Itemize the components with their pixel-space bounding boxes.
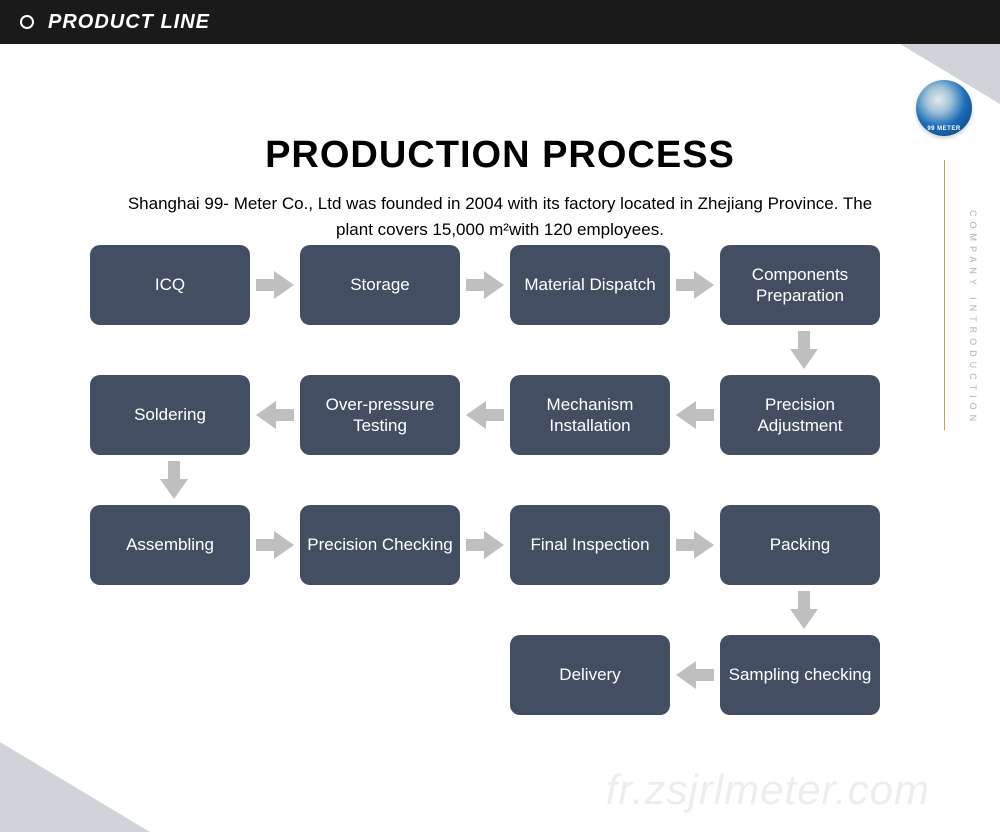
flow-connector-1-2 — [90, 325, 880, 375]
flow-box-mechanism-installation: Mechanism Installation — [510, 375, 670, 455]
flow-box-storage: Storage — [300, 245, 460, 325]
flow-box-precision-adjustment: Precision Adjustment — [720, 375, 880, 455]
flow-box-assembling: Assembling — [90, 505, 250, 585]
arrow-right-icon — [460, 529, 510, 561]
header-inner: PRODUCT LINE — [0, 0, 260, 44]
flow-box-icq: ICQ — [90, 245, 250, 325]
arrow-right-icon — [670, 529, 720, 561]
side-divider-line — [944, 160, 945, 430]
flow-box-delivery: Delivery — [510, 635, 670, 715]
arrow-left-icon — [670, 659, 720, 691]
flow-box-precision-checking: Precision Checking — [300, 505, 460, 585]
page-title: PRODUCTION PROCESS — [0, 134, 1000, 177]
arrow-left-icon — [250, 399, 300, 431]
header-title: PRODUCT LINE — [48, 11, 210, 34]
logo-badge: 99 METER — [916, 80, 972, 136]
arrow-right-icon — [250, 529, 300, 561]
arrow-down-icon — [785, 331, 823, 369]
watermark: fr.zsjrlmeter.com — [606, 766, 930, 814]
flow-row-4: Delivery Sampling checking — [90, 635, 880, 715]
flow-box-material-dispatch: Material Dispatch — [510, 245, 670, 325]
side-label: COMPANY INTRODUCTION — [968, 210, 978, 426]
header-bullet-icon — [20, 15, 34, 29]
flow-row-1: ICQ Storage Material Dispatch Components… — [90, 245, 880, 325]
arrow-left-icon — [460, 399, 510, 431]
flow-connector-3-4 — [90, 585, 880, 635]
arrow-down-icon — [785, 591, 823, 629]
arrow-left-icon — [670, 399, 720, 431]
flow-box-sampling-checking: Sampling checking — [720, 635, 880, 715]
page-subtitle: Shanghai 99- Meter Co., Ltd was founded … — [0, 191, 1000, 242]
flow-box-packing: Packing — [720, 505, 880, 585]
flowchart: ICQ Storage Material Dispatch Components… — [90, 245, 880, 715]
flow-box-final-inspection: Final Inspection — [510, 505, 670, 585]
flow-connector-2-3 — [90, 455, 880, 505]
flow-box-components-preparation: Components Preparation — [720, 245, 880, 325]
flow-row-3: Assembling Precision Checking Final Insp… — [90, 505, 880, 585]
arrow-right-icon — [460, 269, 510, 301]
decor-triangle-bottom — [0, 742, 150, 832]
arrow-right-icon — [250, 269, 300, 301]
header-bar: PRODUCT LINE — [0, 0, 1000, 44]
flow-box-over-pressure-testing: Over-pressure Testing — [300, 375, 460, 455]
arrow-down-icon — [155, 461, 193, 499]
header-gradient — [260, 0, 1000, 44]
arrow-right-icon — [670, 269, 720, 301]
flow-row-2: Soldering Over-pressure Testing Mechanis… — [90, 375, 880, 455]
logo-text: 99 METER — [927, 126, 960, 132]
flow-box-soldering: Soldering — [90, 375, 250, 455]
